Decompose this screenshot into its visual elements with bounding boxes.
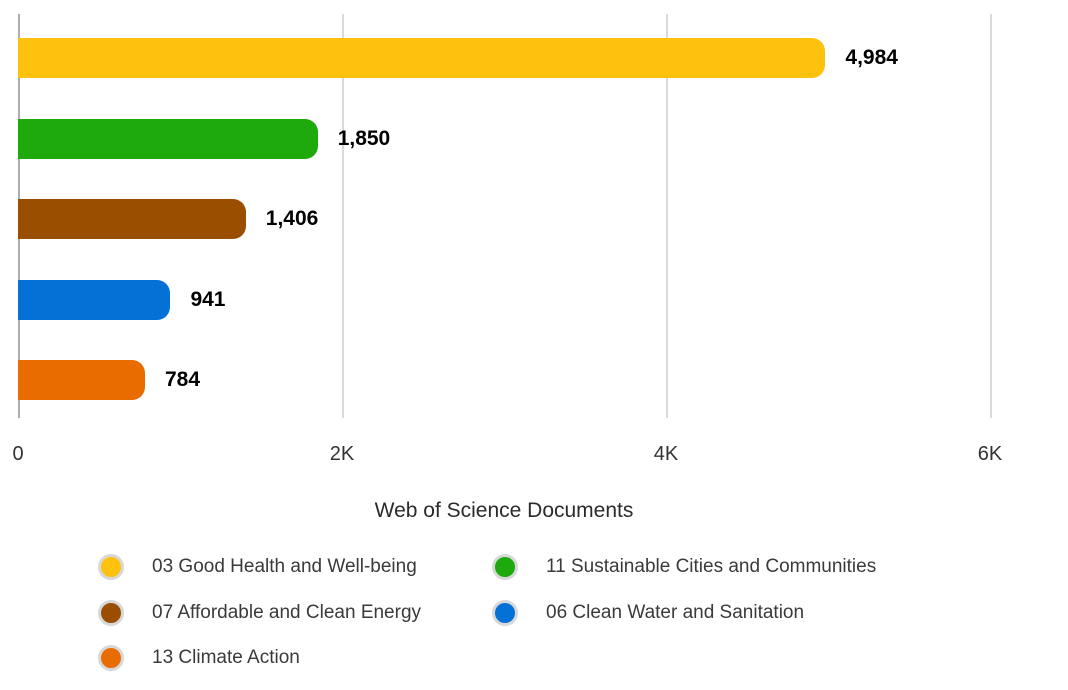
- legend-item-13-climate-action[interactable]: 13 Climate Action: [98, 645, 300, 671]
- legend-label: 11 Sustainable Cities and Communities: [546, 556, 877, 577]
- gridline: [342, 14, 344, 418]
- legend-marker-icon: [492, 554, 518, 580]
- bar-value-label: 4,984: [845, 46, 898, 69]
- legend-marker-icon: [98, 599, 124, 626]
- bar-value-label: 1,850: [337, 126, 391, 150]
- bar-11-sustainable-cities-and-communities[interactable]: [18, 118, 318, 159]
- bar-06-clean-water-and-sanitation[interactable]: [18, 279, 171, 320]
- bar-13-climate-action[interactable]: [18, 360, 145, 400]
- bar-03-good-health-and-well-being[interactable]: [18, 38, 826, 78]
- legend-item-06-clean-water-and-sanitation[interactable]: 06 Clean Water and Sanitation: [492, 599, 805, 626]
- gridline: [990, 14, 992, 418]
- x-tick-label: 0: [12, 443, 24, 465]
- gridline: [666, 14, 668, 418]
- legend-item-07-affordable-and-clean-energy[interactable]: 07 Affordable and Clean Energy: [98, 599, 422, 626]
- legend-marker-icon: [98, 645, 124, 671]
- legend-label: 06 Clean Water and Sanitation: [546, 601, 805, 623]
- legend-label: 13 Climate Action: [152, 647, 300, 668]
- legend-item-11-sustainable-cities-and-communities[interactable]: 11 Sustainable Cities and Communities: [492, 554, 876, 580]
- x-tick-label: 2K: [329, 443, 355, 465]
- x-tick-label: 4K: [653, 443, 679, 465]
- bar-value-label: 941: [190, 287, 226, 311]
- legend-item-03-good-health-and-well-being[interactable]: 03 Good Health and Well-being: [98, 554, 417, 580]
- x-axis-title: Web of Science Documents: [374, 499, 634, 522]
- legend-marker-icon: [492, 599, 518, 626]
- x-tick-label: 6K: [977, 443, 1003, 465]
- plot-area: 4,984 1,850 1,406 941 784: [18, 14, 1030, 418]
- legend-label: 03 Good Health and Well-being: [152, 556, 417, 577]
- legend-marker-icon: [98, 554, 124, 580]
- bar-07-affordable-and-clean-energy[interactable]: [18, 199, 246, 239]
- bar-value-label: 1,406: [265, 207, 319, 230]
- bar-value-label: 784: [165, 368, 201, 391]
- legend-label: 07 Affordable and Clean Energy: [152, 601, 422, 623]
